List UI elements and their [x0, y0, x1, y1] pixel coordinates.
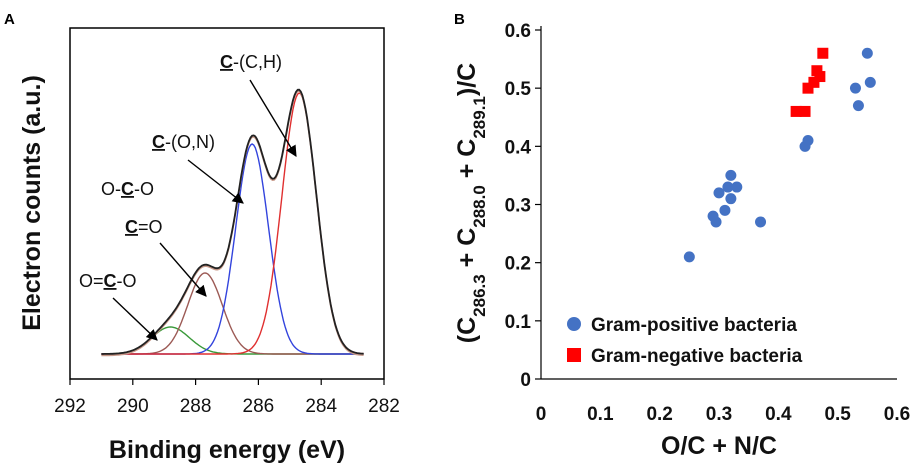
panel-a-peak-label: O-C-O: [101, 179, 154, 199]
panel-a-arrow: [187, 159, 244, 204]
panel-b-point-gram-positive: [725, 193, 737, 205]
panel-a-frame: [69, 27, 385, 380]
panel-b-points: [683, 47, 876, 263]
panel-a-arrow: [159, 242, 207, 297]
panel-a-peak-label: C-(C,H): [220, 52, 282, 72]
panel-a-measured-spectrum: [101, 88, 364, 355]
panel-a-arrow: [112, 297, 158, 341]
panel-b-y-tick-label: 0.4: [505, 137, 532, 158]
panel-a-x-tick-label: 286: [243, 396, 275, 417]
panel-b-point-gram-negative: [802, 82, 814, 94]
panel-b-y-tick-label: 0.5: [505, 79, 532, 100]
panel-b-point-gram-negative: [814, 71, 826, 83]
panel-b-x-tick-label: 0.5: [824, 404, 851, 425]
panel-a-x-tick-label: 288: [180, 396, 212, 417]
panel-b-point-gram-negative: [811, 65, 823, 77]
panel-a-curves: [101, 88, 364, 357]
panel-a-x-axis-title: Binding energy (eV): [109, 436, 345, 464]
panel-b-point-gram-positive: [849, 82, 861, 94]
panel-b-x-tick-label: 0.1: [587, 404, 614, 425]
panel-b-point-gram-positive: [713, 187, 725, 199]
panel-a-x-ticks: 292 290 288 286 284 282: [54, 379, 400, 417]
panel-b-y-tick-label: 0.2: [505, 254, 531, 275]
panel-a-component-peak: [101, 272, 364, 355]
panel-b-y-axis-title-text: (C286.3 + C288.0 + C289.1)/C: [453, 63, 489, 343]
panel-a-x-tick-label: 282: [368, 396, 400, 417]
panel-b: B 0 0.1 0.2 0.3 0.4 0.5 0.6 0 0.1 0.2 0.3 0.4 0.5 0.…: [453, 11, 910, 460]
panel-b-point-gram-positive: [683, 251, 695, 263]
panel-b-point-gram-positive: [861, 47, 873, 59]
panel-a-component-peak: [101, 143, 364, 355]
panel-a-peak-label: C=O: [125, 217, 163, 237]
panel-b-y-tick-label: 0.6: [505, 21, 531, 42]
panel-b-y-ticks: 0 0.1 0.2 0.3 0.4 0.5 0.6: [505, 21, 541, 391]
panel-a-annotations: C-(C,H) C-(O,N) O-C-O C=O O=C-O: [79, 52, 297, 341]
panel-b-point-gram-negative: [817, 47, 829, 59]
panel-a-label: A: [4, 11, 15, 28]
panel-b-y-tick-label: 0.3: [505, 196, 531, 217]
panel-a-y-axis-title: Electron counts (a.u.): [18, 75, 46, 331]
panel-b-point-gram-positive: [802, 135, 814, 147]
panel-b-legend-marker: [567, 317, 581, 331]
panel-b-point-gram-positive: [852, 100, 864, 112]
panel-b-x-ticks: 0 0.1 0.2 0.3 0.4 0.5 0.6: [536, 404, 911, 425]
panel-a-arrow: [249, 79, 297, 157]
panel-b-legend-label: Gram-positive bacteria: [591, 315, 797, 336]
panel-a-x-tick-label: 292: [54, 396, 86, 417]
panel-b-label: B: [454, 11, 465, 28]
panel-a-x-tick-label: 284: [305, 396, 337, 417]
panel-b-point-gram-positive: [725, 169, 737, 181]
panel-b-point-gram-positive: [719, 204, 731, 216]
panel-b-point-gram-positive: [710, 216, 722, 228]
panel-b-point-gram-positive: [755, 216, 767, 228]
panel-b-x-tick-label: 0.4: [765, 404, 792, 425]
panel-b-x-axis-title: O/C + N/C: [661, 432, 777, 460]
panel-b-point-gram-negative: [799, 105, 811, 117]
panel-b-x-tick-label: 0: [536, 404, 547, 425]
panel-b-point-gram-positive: [722, 181, 734, 193]
panel-b-y-tick-label: 0: [520, 370, 531, 391]
panel-b-x-tick-label: 0.6: [884, 404, 910, 425]
panel-b-legend-marker: [567, 348, 581, 362]
panel-b-y-axis-title: (C286.3 + C288.0 + C289.1)/C: [453, 63, 489, 343]
panel-a-x-tick-label: 290: [117, 396, 149, 417]
panel-b-legend: Gram-positive bacteria Gram-negative bact…: [567, 315, 803, 367]
panel-b-point-gram-positive: [864, 76, 876, 88]
panel-b-point-gram-positive: [731, 181, 743, 193]
panel-a-peak-label: C-(O,N): [152, 132, 215, 152]
panel-b-x-tick-label: 0.2: [646, 404, 672, 425]
panel-b-y-tick-label: 0.1: [505, 312, 532, 333]
panel-a-peak-label: O=C-O: [79, 271, 137, 291]
panel-b-x-tick-label: 0.3: [706, 404, 732, 425]
panel-a: A C-(C,H)C-(O,N)O-C-OC=OO=C-O 292 290 288 2…: [4, 11, 400, 464]
panel-b-point-gram-negative: [808, 76, 820, 88]
panel-b-legend-label: Gram-negative bacteria: [591, 346, 803, 367]
panel-b-point-gram-negative: [790, 105, 802, 117]
